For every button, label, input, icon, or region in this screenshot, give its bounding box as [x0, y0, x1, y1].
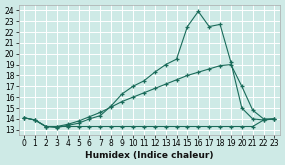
- X-axis label: Humidex (Indice chaleur): Humidex (Indice chaleur): [85, 151, 213, 160]
